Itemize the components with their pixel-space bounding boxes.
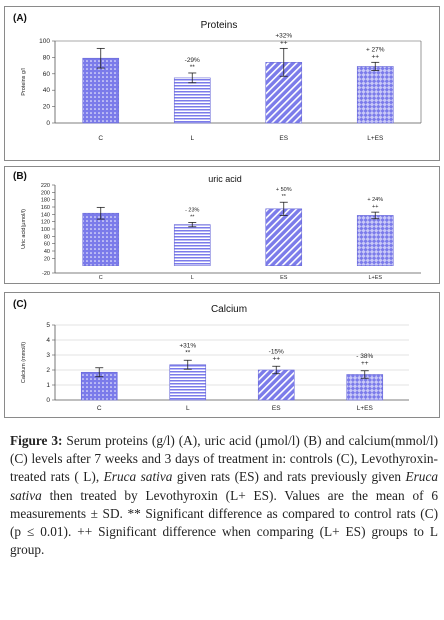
percent-annotation: + 24% [367,197,383,203]
bar [82,212,120,266]
significance-annotation: ** [185,349,191,356]
y-tick-label: 40 [44,249,50,255]
percent-annotation: - 23% [185,207,199,213]
x-tick-label: ES [279,135,288,142]
significance-annotation: ++ [361,360,369,367]
caption-text-3: then treated by Levothyroxin (L+ ES). Va… [10,487,438,558]
chart-title: uric acid [208,174,242,184]
panel-label: (B) [13,171,27,182]
bar [356,66,394,124]
percent-annotation: + 27% [366,46,385,53]
y-tick-label: 100 [39,38,50,45]
y-tick-label: 100 [41,227,50,233]
y-tick-label: 200 [41,190,50,196]
bar [257,369,295,401]
y-axis-label: Proteins g/l [21,68,27,96]
percent-annotation: - 38% [356,353,373,360]
y-tick-label: 140 [41,212,50,218]
y-tick-label: 180 [41,198,50,204]
y-tick-label: 1 [46,382,50,389]
x-tick-label: ES [272,405,281,412]
percent-annotation: +32% [275,32,292,39]
chart-panel-c: (C) Calcium Calcium (mmol/l) 0 1 2 3 4 5 C +31% ** L… [4,292,440,418]
y-tick-label: 60 [44,242,50,248]
y-tick-label: 60 [43,71,51,78]
bar [173,77,211,124]
chart-panel-b: (B) uric acid Uric acid(µmol/l) -20 20 40 60 80… [4,166,440,284]
percent-annotation: + 50% [276,187,292,193]
y-axis-label: Uric acid(µmol/l) [21,209,27,249]
x-tick-label: L+ES [368,275,382,281]
y-tick-label: 80 [44,234,50,240]
caption-italic-1: Eruca sativa [103,469,173,485]
x-tick-label: L [186,405,190,412]
y-tick-label: 20 [44,256,50,262]
x-tick-label: C [98,135,103,142]
figure-caption: Figure 3: Serum proteins (g/l) (A), uric… [10,432,438,559]
bar [173,224,211,266]
bar [169,364,207,401]
x-tick-label: C [97,405,102,412]
y-tick-label: 20 [43,104,51,111]
significance-annotation: ++ [372,204,378,210]
panel-label: (A) [13,13,27,24]
y-tick-label: 4 [46,337,50,344]
significance-annotation: ++ [371,53,379,60]
caption-text-2: given rats (ES) and rats previously give… [172,469,406,485]
significance-annotation: ++ [280,39,288,46]
significance-annotation: ** [190,214,195,220]
chart-c: (C) Calcium Calcium (mmol/l) 0 1 2 3 4 5 C +31%** L… [13,299,409,412]
x-tick-label: L [190,135,194,142]
chart-panel-a: (A) Proteins Proteins g/l 0 20 40 60 80 100 C -29%… [4,6,440,161]
x-tick-label: ES [280,275,288,281]
y-tick-label: -20 [42,271,50,277]
y-tick-label: 0 [46,120,50,127]
percent-annotation: -29% [185,57,200,64]
y-axis-label: Calcium (mmol/l) [21,342,27,383]
percent-annotation: -15% [269,348,284,355]
significance-annotation: ++ [272,355,280,362]
y-tick-label: 2 [46,367,50,374]
y-tick-label: 160 [41,205,50,211]
chart-title: Calcium [211,304,247,315]
y-tick-label: 5 [46,322,50,329]
bar [356,215,394,266]
bar [265,208,303,266]
y-tick-label: 220 [41,183,50,189]
x-tick-label: C [99,275,103,281]
panel-label: (C) [13,299,27,310]
x-tick-label: L+ES [367,135,384,142]
chart-a: (A) Proteins Proteins g/l 0 20 40 60 80 100 C -29%… [13,13,422,142]
significance-annotation: ** [282,194,287,200]
caption-text-1: Serum proteins (g/l) (A), uric acid (µmo… [10,433,438,485]
y-tick-label: 80 [43,54,51,61]
y-tick-label: 0 [46,397,50,404]
bar [346,374,384,401]
percent-annotation: +31% [179,342,196,349]
significance-annotation: ** [190,64,196,71]
y-tick-label: 40 [43,87,51,94]
caption-italic-2: Eruca sativa [10,469,438,503]
y-tick-label: 120 [41,220,50,226]
caption-label: Figure 3: [10,433,63,448]
y-tick-label: 3 [46,352,50,359]
chart-title: Proteins [201,20,238,31]
x-tick-label: L+ES [357,405,374,412]
x-tick-label: L [191,275,194,281]
